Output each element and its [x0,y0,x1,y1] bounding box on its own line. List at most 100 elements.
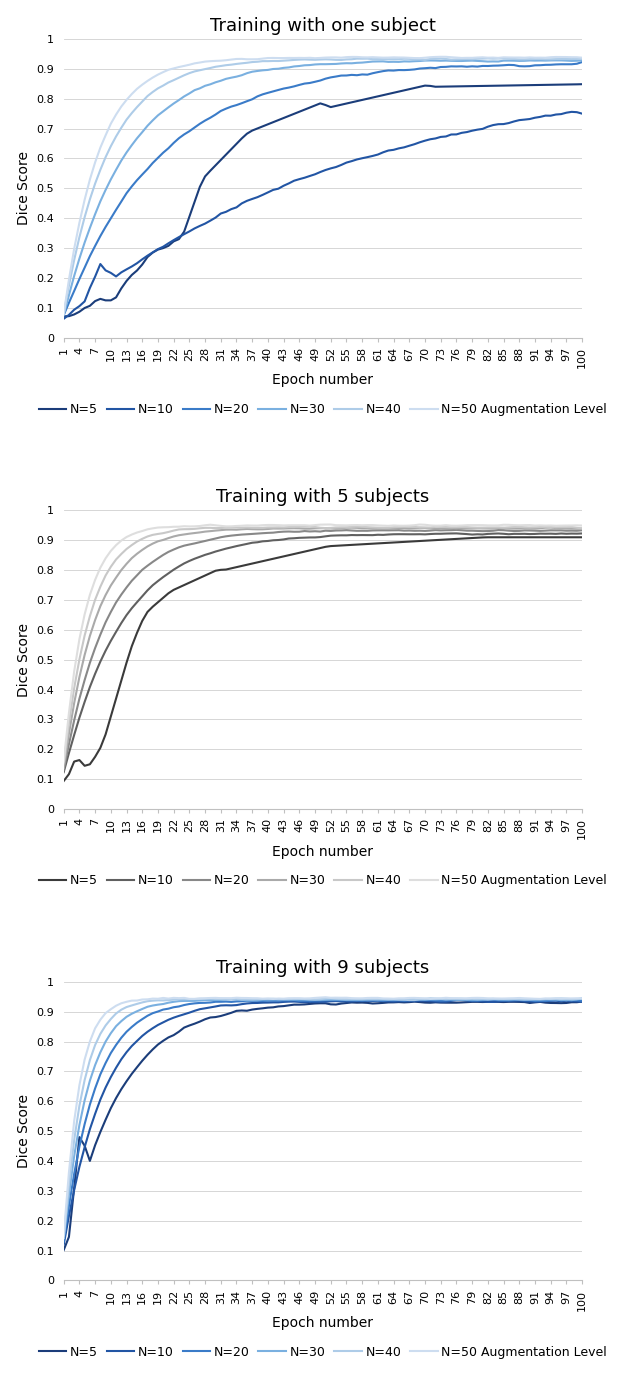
N=10 [579,105,586,122]
Line: N=5: N=5 [64,1001,582,1251]
Line: N=30: N=30 [64,999,582,1238]
N=50 Augmentation Level [327,48,335,65]
N=5 [552,994,560,1011]
N=40 [180,521,188,537]
N=10 [159,238,167,255]
N=50 Augmentation Level [60,753,68,770]
Y-axis label: Dice Score: Dice Score [17,623,31,697]
N=10 [327,993,335,1010]
N=40 [369,51,376,68]
N=30 [552,53,560,69]
Line: N=50 Augmentation Level: N=50 Augmentation Level [64,997,582,1235]
N=40 [426,990,434,1007]
N=20 [369,65,376,82]
N=30 [159,532,167,548]
N=10 [458,992,465,1008]
N=10 [579,993,586,1010]
N=50 Augmentation Level [579,517,586,533]
N=50 Augmentation Level [557,48,565,65]
N=30 [536,53,544,69]
Title: Training with 9 subjects: Training with 9 subjects [216,960,429,978]
N=5 [159,240,167,256]
N=30 [327,992,335,1008]
N=30 [579,990,586,1007]
N=40 [369,990,376,1007]
Legend: N=5, N=10, N=20, N=30, N=40, N=50 Augmentation Level: N=5, N=10, N=20, N=30, N=40, N=50 Augmen… [34,870,612,892]
N=40 [159,525,167,542]
Y-axis label: Dice Score: Dice Score [17,1094,31,1168]
N=40 [327,51,335,68]
Line: N=30: N=30 [64,528,582,767]
N=40 [579,50,586,66]
N=5 [369,536,376,553]
N=40 [541,990,549,1007]
Line: N=20: N=20 [64,62,582,316]
N=50 Augmentation Level [332,989,340,1006]
N=20 [541,522,549,539]
N=20 [60,762,68,778]
N=5 [369,89,376,105]
N=40 [159,992,167,1008]
Line: N=50 Augmentation Level: N=50 Augmentation Level [64,525,582,762]
Line: N=50 Augmentation Level: N=50 Augmentation Level [64,57,582,314]
N=40 [332,519,340,536]
Legend: N=5, N=10, N=20, N=30, N=40, N=50 Augmentation Level: N=5, N=10, N=20, N=30, N=40, N=50 Augmen… [34,1341,612,1364]
N=30 [60,759,68,776]
N=20 [536,57,544,73]
N=30 [547,519,554,536]
Line: N=40: N=40 [64,58,582,313]
Line: N=20: N=20 [64,1000,582,1242]
Title: Training with 5 subjects: Training with 5 subjects [216,488,429,506]
N=5 [536,76,544,93]
N=5 [484,529,492,546]
N=20 [452,522,460,539]
N=10 [552,107,560,123]
N=5 [579,76,586,93]
N=40 [557,990,565,1007]
N=30 [327,55,335,72]
N=50 Augmentation Level [60,1227,68,1244]
N=30 [159,102,167,119]
N=10 [369,993,376,1010]
N=5 [60,1242,68,1259]
N=20 [180,126,188,143]
N=50 Augmentation Level [180,518,188,535]
N=30 [557,53,565,69]
N=50 Augmentation Level [60,306,68,323]
Line: N=30: N=30 [64,61,582,316]
N=40 [159,78,167,94]
N=20 [579,993,586,1010]
N=10 [180,1006,188,1022]
N=20 [60,307,68,324]
N=5 [552,76,560,93]
N=40 [557,51,565,68]
N=5 [536,993,544,1010]
N=10 [579,525,586,542]
N=30 [536,992,544,1008]
N=20 [327,522,335,539]
N=50 Augmentation Level [180,58,188,75]
N=5 [180,576,188,593]
N=20 [159,144,167,161]
N=20 [557,522,565,539]
N=40 [579,990,586,1007]
N=30 [369,53,376,69]
X-axis label: Epoch number: Epoch number [273,845,373,859]
N=40 [60,1230,68,1247]
N=20 [159,1001,167,1018]
N=20 [327,992,335,1008]
N=10 [327,161,335,177]
N=5 [369,996,376,1012]
N=50 Augmentation Level [541,50,549,66]
N=10 [557,993,565,1010]
N=40 [557,519,565,536]
Line: N=40: N=40 [64,526,582,763]
N=5 [557,529,565,546]
N=10 [369,526,376,543]
N=30 [552,992,560,1008]
N=50 Augmentation Level [332,517,340,533]
N=10 [180,555,188,572]
N=20 [557,992,565,1008]
N=10 [568,104,575,120]
Line: N=5: N=5 [64,537,582,781]
